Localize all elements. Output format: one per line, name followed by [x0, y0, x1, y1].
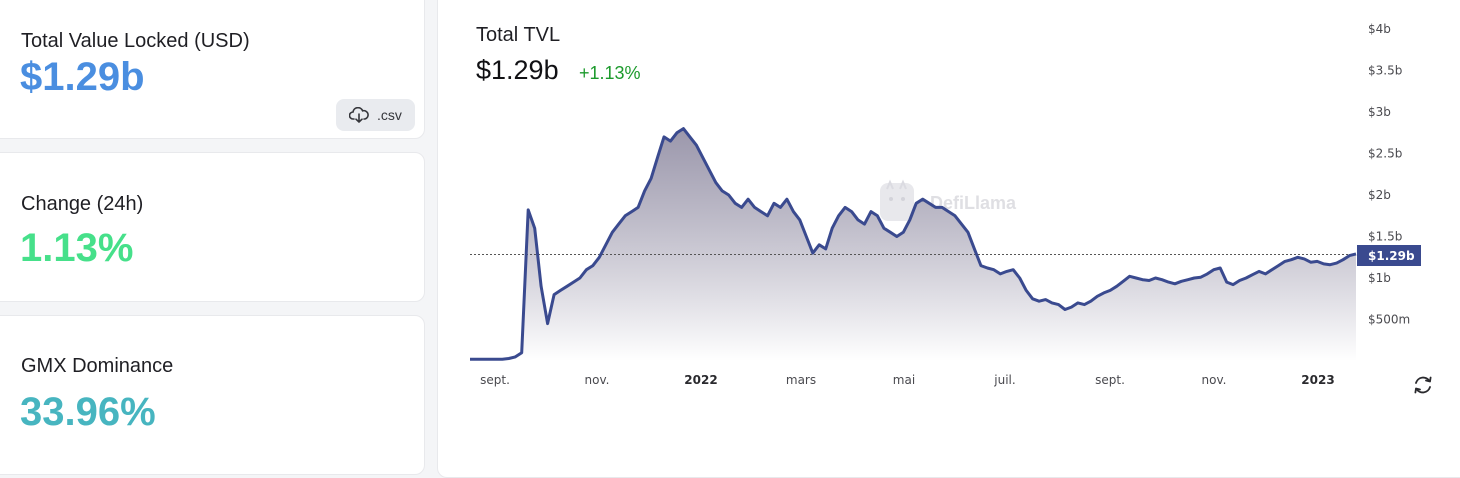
dominance-value: 33.96% — [20, 390, 156, 434]
x-tick-label: mai — [893, 373, 915, 387]
tvl-label: Total Value Locked (USD) — [21, 30, 250, 52]
chart-current-value: $1.29b — [476, 55, 559, 85]
y-tick-label: $2.5b — [1368, 147, 1402, 161]
x-tick-label: juil. — [993, 373, 1015, 387]
current-value-badge-label: $1.29b — [1368, 249, 1415, 263]
change-value: 1.13% — [20, 226, 134, 270]
defillama-watermark: DefiLlama — [880, 179, 1017, 221]
x-tick-label: mars — [786, 373, 816, 387]
x-tick-label: 2023 — [1301, 373, 1334, 387]
tvl-value: $1.29b — [20, 55, 145, 99]
chart-title: Total TVL — [476, 24, 561, 46]
y-tick-label: $3.5b — [1368, 64, 1402, 78]
dominance-card: GMX Dominance 33.96% — [0, 315, 425, 475]
change-label: Change (24h) — [21, 193, 144, 215]
tvl-chart[interactable]: DefiLlama $500m$1b$1.5b$2b$2.5b$3b$3.5b$… — [438, 0, 1460, 409]
y-tick-label: $1b — [1368, 271, 1391, 285]
y-tick-label: $3b — [1368, 105, 1391, 119]
tvl-area — [470, 128, 1356, 361]
x-tick-label: nov. — [1202, 373, 1227, 387]
cloud-download-icon — [349, 107, 369, 123]
chart-change: +1.13% — [579, 63, 641, 83]
x-axis: sept. nov. 2022 mars mai juil. sept. nov. 2023 — [480, 373, 1335, 387]
current-value-badge: $1.29b — [1357, 245, 1421, 266]
y-tick-label: $2b — [1368, 188, 1391, 202]
dominance-label: GMX Dominance — [21, 355, 174, 377]
x-tick-label: 2022 — [684, 373, 717, 387]
change-card: Change (24h) 1.13% — [0, 152, 425, 302]
watermark-text: DefiLlama — [930, 193, 1017, 213]
llama-logo-icon — [880, 179, 914, 221]
tvl-card: Total Value Locked (USD) $1.29b .csv — [0, 0, 425, 139]
tvl-chart-panel: Total TVL $1.29b +1.13% DefiLlama $500m $… — [437, 0, 1460, 478]
csv-button-label: .csv — [377, 107, 402, 123]
x-tick-label: sept. — [1095, 373, 1125, 387]
y-tick-label: $4b — [1368, 22, 1391, 36]
refresh-icon[interactable] — [1412, 374, 1434, 396]
y-tick-label: $500m — [1368, 313, 1410, 327]
x-tick-label: sept. — [480, 373, 510, 387]
download-csv-button[interactable]: .csv — [336, 99, 415, 131]
y-tick-label: $1.5b — [1368, 230, 1402, 244]
y-axis: $500m $1b $1.5b $2b $2.5b $3b $3.5b $4b — [1368, 22, 1410, 327]
tvl-line — [470, 127, 1357, 361]
x-tick-label: nov. — [585, 373, 610, 387]
